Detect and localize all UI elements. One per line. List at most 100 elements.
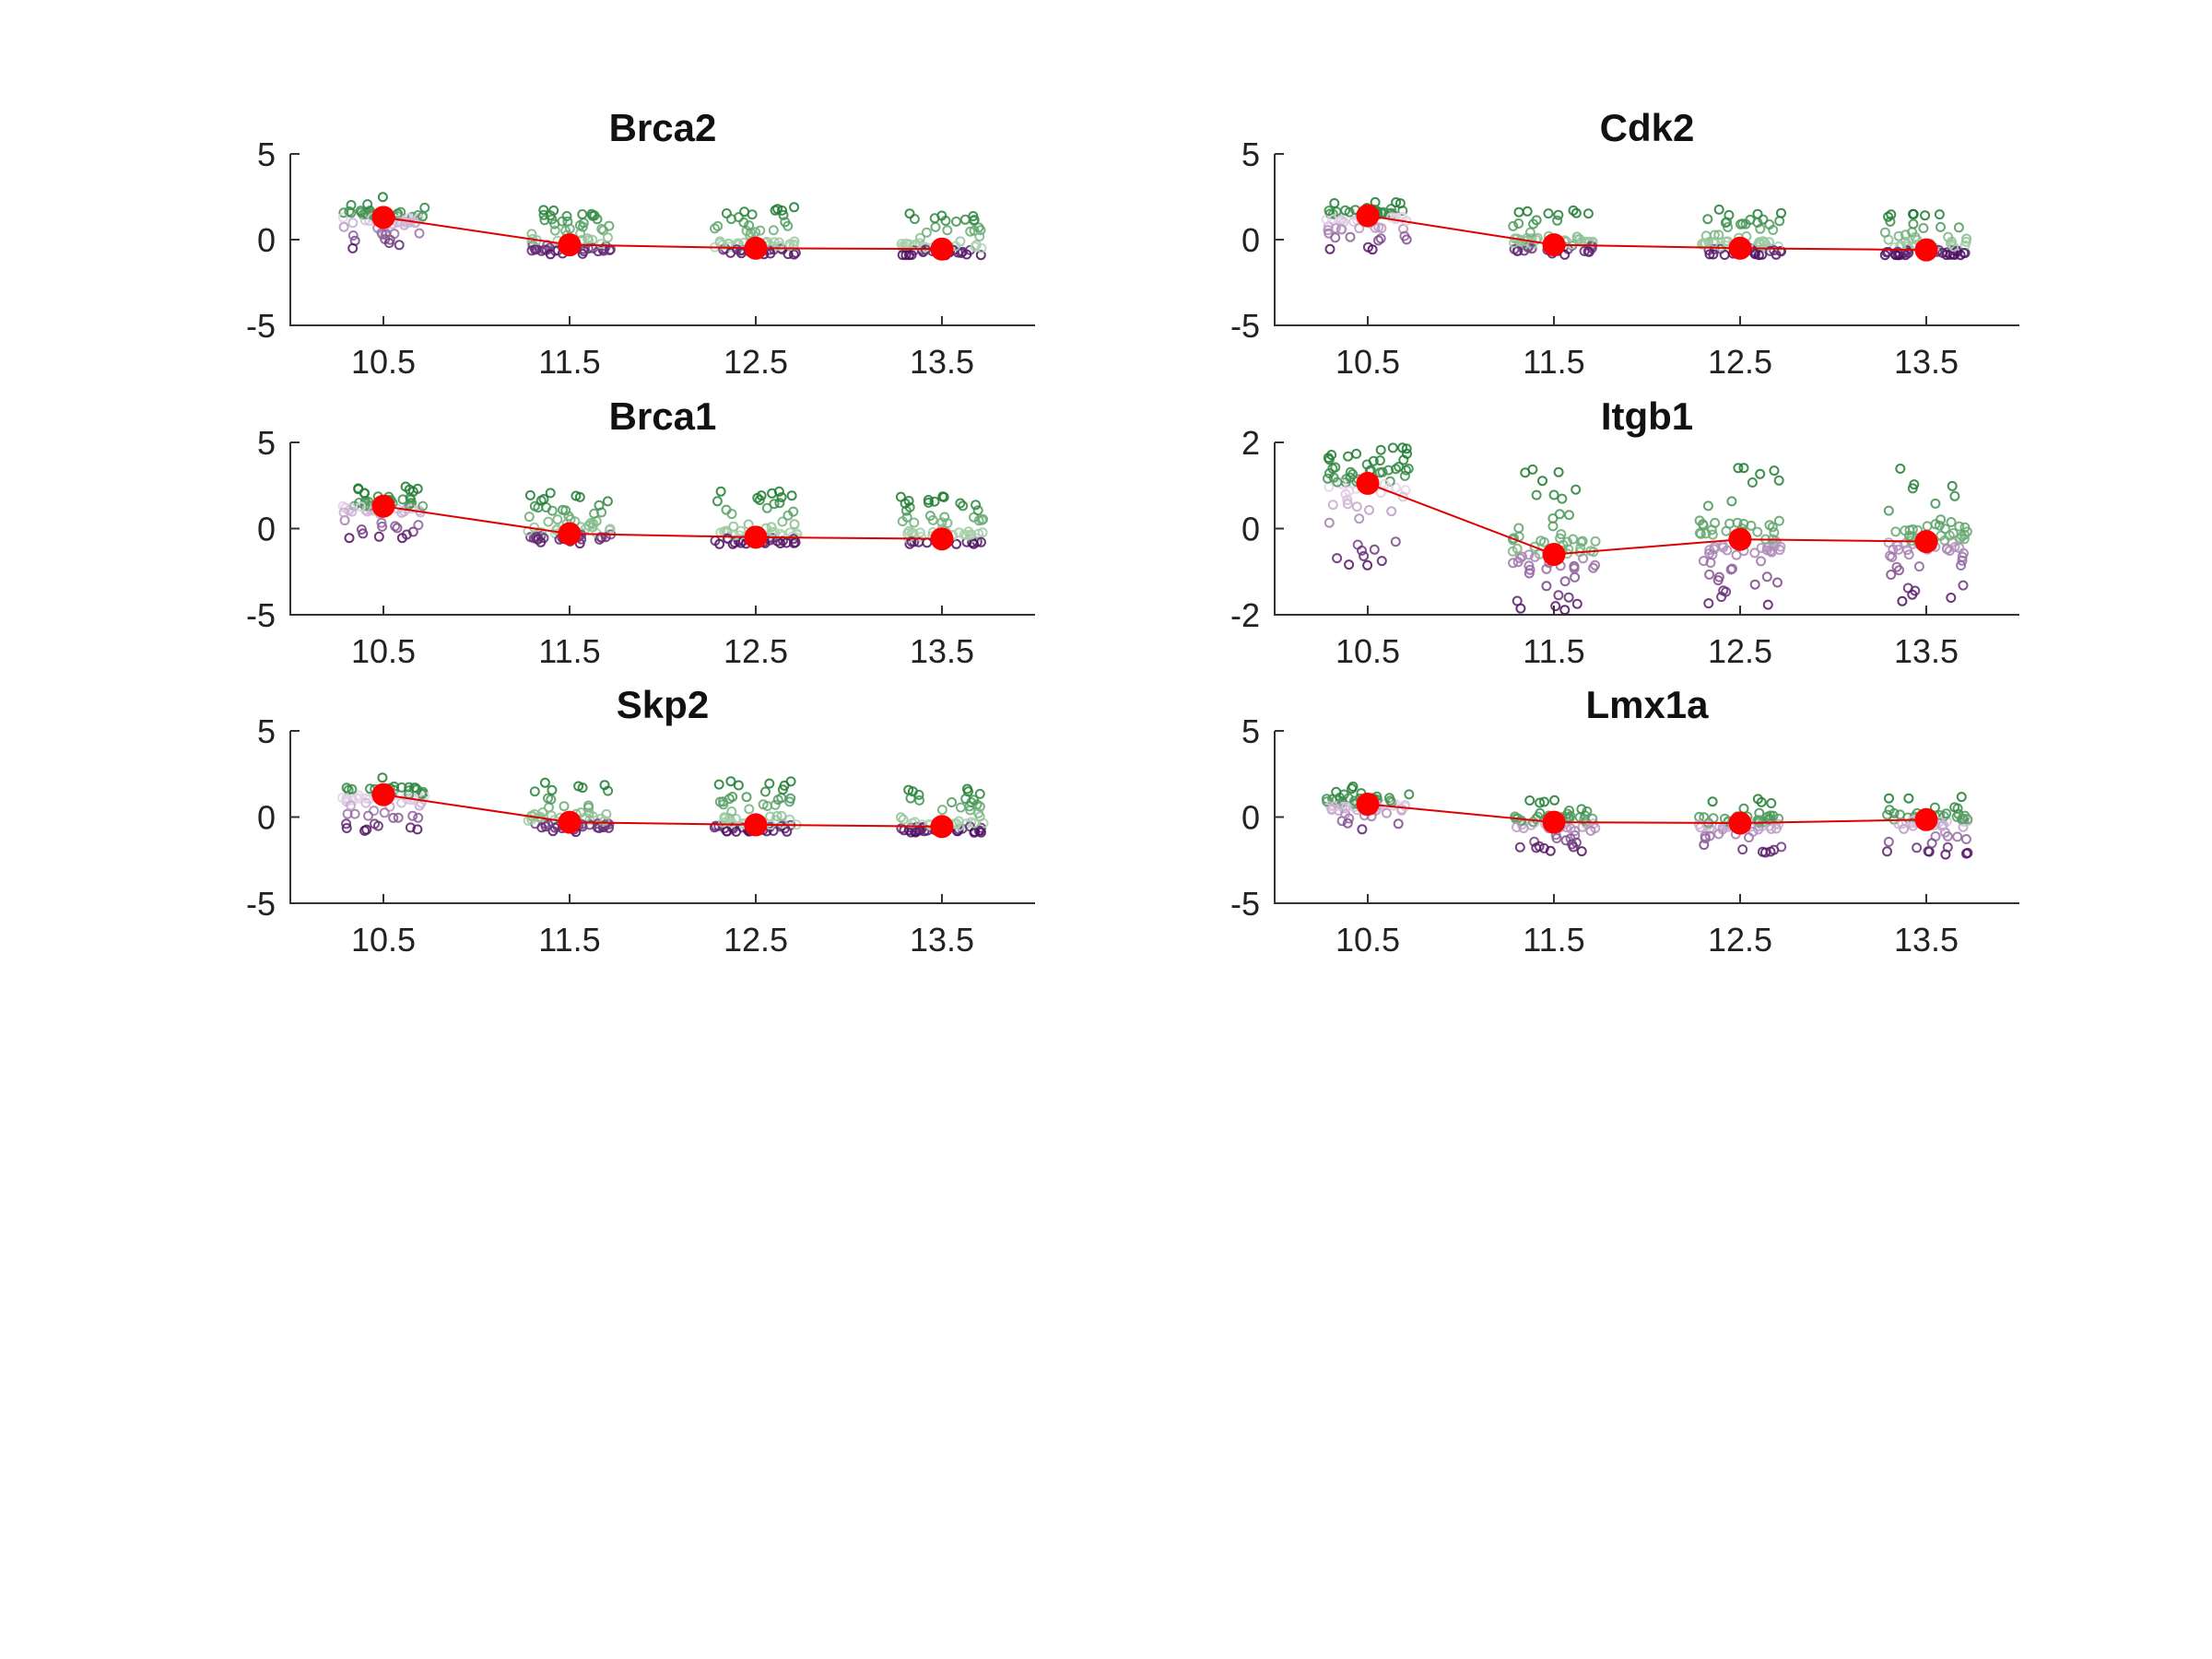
cell-point (400, 217, 411, 228)
mean-point (1914, 530, 1938, 554)
cell-point (1761, 571, 1772, 582)
cell-point (1330, 223, 1341, 234)
x-tick-label: 10.5 (351, 343, 416, 381)
cell-point (964, 529, 975, 540)
cell-point (1568, 534, 1579, 545)
x-tick-label: 10.5 (1335, 343, 1400, 381)
cell-point (361, 824, 372, 835)
cell-point (1332, 553, 1343, 564)
cell-point (351, 793, 362, 804)
cell-point (1394, 198, 1406, 209)
cell-point (418, 211, 429, 222)
cell-point (905, 793, 916, 804)
cell-point (1775, 541, 1786, 552)
cell-point (1959, 534, 1970, 545)
cell-point (344, 533, 355, 544)
cell-point (1327, 500, 1338, 511)
cell-point (1959, 522, 1971, 533)
cell-point (1747, 826, 1759, 837)
cell-point (936, 210, 947, 221)
cell-point (897, 516, 908, 527)
cell-point (1359, 550, 1370, 561)
cell-point (1936, 221, 1946, 232)
cell-point (770, 205, 781, 216)
cell-point (960, 529, 971, 540)
cell-point (1403, 464, 1414, 474)
cell-point (584, 815, 595, 826)
cell-point (338, 207, 349, 218)
cell-point (1718, 585, 1729, 596)
cell-point (1548, 489, 1559, 500)
mean-point (930, 815, 954, 839)
cell-point (953, 816, 964, 827)
cell-point (1585, 825, 1596, 836)
cell-point (1541, 563, 1552, 574)
cell-point (380, 229, 391, 241)
cell-point (1752, 794, 1763, 805)
cell-point (1535, 797, 1546, 808)
cell-point (761, 502, 772, 513)
cell-point (1726, 496, 1737, 507)
cell-point (929, 496, 940, 507)
cell-point (1343, 451, 1354, 462)
cell-point (1340, 205, 1351, 216)
cell-point (1768, 810, 1779, 821)
mean-point (1728, 811, 1752, 835)
cell-point (1527, 464, 1538, 475)
panel-title: Brca1 (609, 394, 717, 438)
cell-point (903, 496, 914, 506)
cell-point (773, 486, 784, 497)
x-tick-label: 13.5 (910, 632, 974, 670)
cell-point (1918, 223, 1929, 233)
cell-point (1949, 802, 1960, 813)
cell-point (1340, 808, 1351, 819)
cell-point (1362, 559, 1373, 571)
cell-point (712, 496, 723, 507)
cell-point (1347, 469, 1359, 479)
cell-point (347, 242, 359, 253)
cell-point (1953, 222, 1964, 233)
mean-point (930, 237, 954, 261)
cell-point (1554, 509, 1565, 520)
cell-point (1886, 209, 1897, 220)
x-tick-label: 12.5 (724, 921, 788, 959)
cell-point (1710, 517, 1721, 528)
cell-point (538, 209, 549, 220)
cell-point (909, 517, 920, 528)
cell-point (1364, 504, 1374, 515)
cell-point (906, 536, 917, 547)
cell-point (1571, 207, 1582, 218)
cell-point (393, 812, 404, 823)
cell-point (1375, 444, 1386, 455)
cell-point (1382, 807, 1392, 818)
cell-point (1879, 227, 1890, 238)
cell-point (1393, 818, 1404, 830)
cell-scatter (337, 772, 989, 838)
cell-point (1571, 484, 1582, 495)
cell-point (1330, 462, 1341, 473)
cell-point (1553, 209, 1564, 220)
cell-point (1772, 577, 1783, 588)
cell-point (710, 223, 720, 234)
cell-point (1894, 565, 1904, 576)
cell-point (741, 792, 752, 803)
cell-point (1402, 448, 1412, 459)
cell-point (1767, 522, 1778, 533)
cell-point (529, 808, 540, 819)
cell-point (349, 808, 360, 819)
cell-point (727, 792, 738, 802)
cell-point (1559, 576, 1571, 587)
cell-point (780, 217, 791, 228)
cell-point (1926, 838, 1937, 849)
mean-point (371, 782, 395, 806)
cell-point (897, 250, 908, 261)
cell-point (719, 812, 730, 823)
cell-point (744, 804, 755, 815)
cell-point (1386, 506, 1397, 517)
cell-point (1727, 563, 1737, 574)
cell-point (1958, 580, 1969, 591)
cell-point (405, 492, 416, 503)
cell-point (1543, 208, 1554, 219)
cell-point (973, 825, 984, 836)
panel-lmx1a: Lmx1a -5 0 5 10.5 11.5 12.5 13.5 (1230, 683, 2019, 959)
